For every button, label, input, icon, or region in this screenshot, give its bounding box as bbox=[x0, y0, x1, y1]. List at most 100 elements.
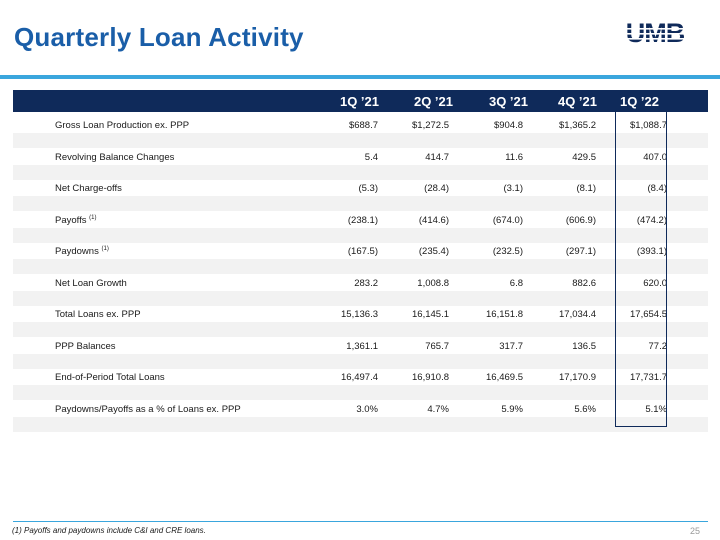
cell-value: 5.6% bbox=[574, 403, 596, 415]
row-label: Paydowns/Payoffs as a % of Loans ex. PPP bbox=[55, 404, 241, 415]
cell-value: 407.0 bbox=[643, 151, 667, 163]
table-row: End-of-Period Total Loans 16,497.4 16,910.… bbox=[13, 372, 708, 403]
cell-value: 77.2 bbox=[648, 340, 668, 352]
row-label: Revolving Balance Changes bbox=[55, 152, 174, 163]
row-band bbox=[13, 416, 708, 432]
cell-value: 17,654.5 bbox=[630, 309, 667, 320]
cell-value: 5.9% bbox=[501, 403, 523, 415]
cell-value: 283.2 bbox=[354, 277, 378, 289]
current-quarter-highlight bbox=[615, 112, 667, 427]
footnote-marker: (1) bbox=[89, 214, 97, 221]
cell-value: (8.4) bbox=[647, 183, 667, 194]
cell-value: 4.7% bbox=[427, 403, 449, 415]
cell-value: (606.9) bbox=[565, 214, 596, 226]
cell-value: 882.6 bbox=[572, 277, 596, 289]
cell-value: (5.3) bbox=[358, 183, 378, 194]
cell-value: $1,088.7 bbox=[630, 120, 667, 131]
cell-value: 17,731.7 bbox=[630, 372, 667, 383]
cell-value: 5.4 bbox=[364, 151, 378, 163]
row-label-text: End-of-Period Total Loans bbox=[55, 372, 165, 383]
row-label: Net Loan Growth bbox=[55, 278, 127, 289]
cell-value: 3.0% bbox=[356, 403, 378, 415]
column-header: 1Q ’22 bbox=[619, 94, 659, 109]
cell-value: 414.7 bbox=[425, 151, 449, 163]
row-label: Gross Loan Production ex. PPP bbox=[55, 120, 189, 131]
cell-value: $904.8 bbox=[493, 120, 523, 131]
cell-value: 317.7 bbox=[499, 340, 523, 352]
cell-value: 16,145.1 bbox=[412, 309, 449, 320]
page-number: 25 bbox=[690, 526, 701, 536]
table-header: 1Q ’21 2Q ’21 3Q ’21 4Q ’21 1Q ’22 bbox=[13, 90, 708, 112]
row-label-text: Revolving Balance Changes bbox=[55, 151, 175, 163]
cell-value: 1,361.1 bbox=[346, 340, 378, 352]
table-row: Net Loan Growth 283.2 1,008.8 6.8 882.6 620.0 bbox=[13, 278, 708, 309]
cell-value: 620.0 bbox=[643, 277, 667, 289]
cell-value: 429.5 bbox=[572, 151, 596, 163]
page-title: Quarterly Loan Activity bbox=[14, 22, 304, 52]
row-label: Total Loans ex. PPP bbox=[55, 309, 141, 320]
cell-value: (238.1) bbox=[347, 214, 378, 226]
table-row: Paydowns/Payoffs as a % of Loans ex. PPP… bbox=[13, 404, 708, 435]
title-divider bbox=[0, 75, 720, 79]
row-band bbox=[13, 259, 708, 274]
cell-value: 16,910.8 bbox=[412, 372, 449, 383]
cell-value: (674.0) bbox=[492, 214, 523, 226]
cell-value: (393.1) bbox=[636, 246, 667, 257]
row-label: PPP Balances bbox=[55, 341, 116, 352]
cell-value: 15,136.3 bbox=[341, 309, 378, 320]
table-row: PPP Balances 1,361.1 765.7 317.7 136.5 77.2 bbox=[13, 341, 708, 372]
row-band bbox=[13, 385, 708, 400]
cell-value: $1,365.2 bbox=[559, 120, 596, 131]
column-header: 1Q ’21 bbox=[339, 94, 379, 109]
row-band bbox=[13, 322, 708, 337]
table-row: Revolving Balance Changes 5.4 414.7 11.6 429… bbox=[13, 152, 708, 183]
cell-value: (414.6) bbox=[418, 214, 449, 226]
row-label-text: Paydowns/Payoffs as a % of Loans ex. PPP bbox=[55, 403, 241, 415]
row-band bbox=[13, 290, 708, 306]
cell-value: (235.4) bbox=[418, 246, 449, 257]
footnote: (1) Payoffs and paydowns include C&I and… bbox=[12, 526, 206, 535]
row-label-text: Net Loan Growth bbox=[55, 277, 127, 289]
cell-value: (297.1) bbox=[565, 246, 596, 257]
cell-value: 6.8 bbox=[509, 277, 523, 289]
cell-value: $1,272.5 bbox=[412, 120, 449, 131]
row-band bbox=[13, 196, 708, 211]
row-band bbox=[13, 133, 708, 148]
cell-value: 765.7 bbox=[425, 340, 449, 352]
row-label-text: Payoffs bbox=[55, 214, 87, 226]
row-band bbox=[13, 227, 708, 243]
column-header: 3Q ’21 bbox=[488, 94, 528, 109]
cell-value: 17,034.4 bbox=[559, 309, 596, 320]
cell-value: 1,008.8 bbox=[417, 277, 449, 289]
cell-value: (474.2) bbox=[636, 214, 667, 226]
column-header: 2Q ’21 bbox=[413, 94, 453, 109]
row-label-text: Paydowns bbox=[55, 246, 99, 258]
row-label-text: Net Charge-offs bbox=[55, 183, 122, 194]
cell-value: 5.1% bbox=[645, 403, 667, 415]
cell-value: 16,151.8 bbox=[486, 309, 523, 320]
table-row: Payoffs (1) (238.1) (414.6) (674.0) (606.9) (… bbox=[13, 215, 708, 246]
row-band bbox=[13, 164, 708, 180]
footer-divider bbox=[13, 521, 708, 522]
cell-value: $688.7 bbox=[348, 120, 378, 131]
column-header: 4Q ’21 bbox=[557, 94, 597, 109]
umb-logo: UMB bbox=[606, 20, 704, 46]
row-label-text: PPP Balances bbox=[55, 340, 116, 352]
row-label-text: Total Loans ex. PPP bbox=[55, 309, 141, 320]
cell-value: (8.1) bbox=[576, 183, 596, 194]
cell-value: 16,497.4 bbox=[341, 372, 378, 383]
row-label: Payoffs (1) bbox=[55, 215, 97, 226]
cell-value: 11.6 bbox=[505, 151, 523, 163]
table-row: Total Loans ex. PPP 15,136.3 16,145.1 16,15… bbox=[13, 309, 708, 340]
cell-value: (3.1) bbox=[503, 183, 523, 194]
row-label-text: Gross Loan Production ex. PPP bbox=[55, 120, 190, 131]
table-row: Paydowns (1) (167.5) (235.4) (232.5) (297.1)… bbox=[13, 246, 708, 277]
cell-value: 17,170.9 bbox=[559, 372, 596, 383]
row-label: End-of-Period Total Loans bbox=[55, 372, 165, 383]
table-row: Net Charge-offs (5.3) (28.4) (3.1) (8.1) (8.4… bbox=[13, 183, 708, 214]
cell-value: (232.5) bbox=[492, 246, 523, 257]
row-label: Paydowns (1) bbox=[55, 246, 109, 257]
footnote-marker: (1) bbox=[101, 246, 109, 252]
row-label: Net Charge-offs bbox=[55, 183, 122, 194]
cell-value: (167.5) bbox=[347, 246, 378, 257]
